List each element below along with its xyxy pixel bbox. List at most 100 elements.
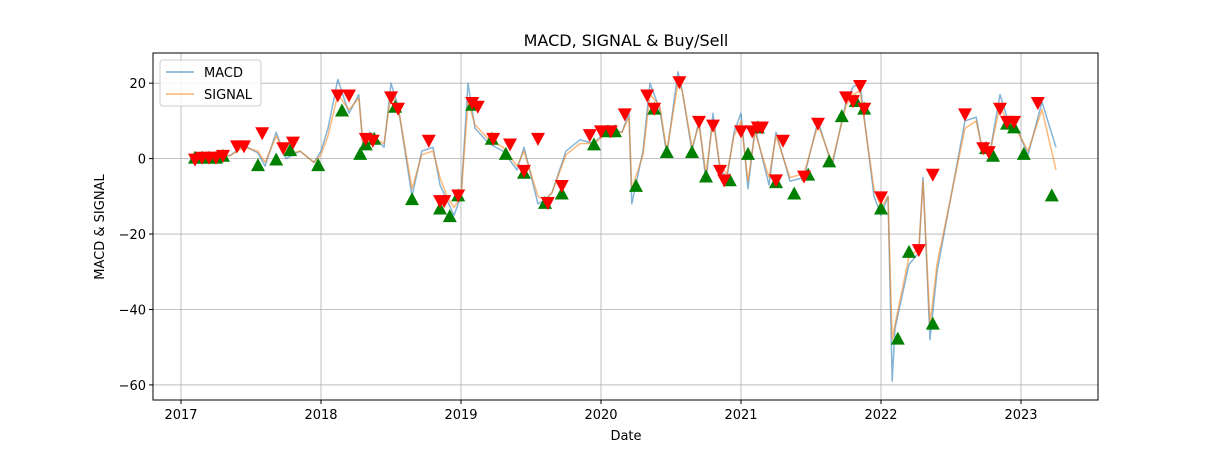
buy-marker [1044, 188, 1059, 202]
sell-marker [672, 76, 687, 90]
legend: MACD SIGNAL [159, 59, 262, 107]
sell-marker [421, 134, 436, 148]
legend-signal-label: SIGNAL [204, 88, 253, 103]
buy-marker [685, 144, 699, 158]
buy-marker [587, 137, 601, 151]
sell-marker [470, 100, 485, 114]
buy-marker [659, 144, 674, 158]
sell-marker [255, 127, 270, 141]
sell-marker [717, 174, 732, 188]
sell-marker [692, 115, 706, 129]
sell-marker [451, 189, 466, 203]
buy-marker [251, 158, 265, 172]
y-tick-label: −20 [119, 228, 146, 243]
y-tick-label: −40 [119, 303, 146, 318]
grid [153, 53, 1098, 400]
sell-marker [365, 134, 380, 148]
buy-marker [834, 109, 849, 123]
sell-marker [853, 80, 867, 94]
sell-marker [531, 132, 545, 146]
x-tick-label: 2022 [864, 408, 897, 423]
x-tick-label: 2019 [444, 408, 477, 423]
sell-marker [647, 102, 662, 116]
x-axis-label: Date [610, 429, 641, 444]
y-tick-label: 0 [138, 153, 146, 168]
sell-marker [1030, 97, 1045, 111]
sell-marker [582, 129, 597, 143]
buy-marker [699, 169, 713, 183]
x-tick-label: 2020 [584, 408, 617, 423]
sell-marker [846, 95, 860, 109]
x-tick-label: 2021 [724, 408, 757, 423]
buy-marker [1016, 146, 1031, 160]
sell-marker [330, 89, 345, 103]
buy-marker [311, 158, 326, 172]
sell-marker [911, 244, 926, 258]
series-line-signal [192, 82, 1057, 341]
legend-macd-label: MACD [204, 66, 243, 81]
y-axis-label: MACD & SIGNAL [93, 174, 108, 280]
buy-marker [498, 146, 513, 160]
y-tick-label: −60 [119, 379, 146, 394]
buy-marker [353, 146, 368, 160]
sell-marker [486, 132, 501, 146]
buy-marker [822, 154, 837, 168]
buy-marker [986, 148, 1000, 162]
buy-marker [902, 244, 916, 258]
plot-area [188, 71, 1059, 382]
sell-marker [640, 89, 655, 103]
buy-marker [283, 143, 298, 157]
x-tick-label: 2023 [1004, 408, 1037, 423]
sell-marker [216, 149, 230, 163]
sell-marker [540, 196, 555, 210]
sell-marker [976, 142, 991, 156]
sell-marker [391, 102, 405, 116]
x-tick-label: 2018 [304, 408, 337, 423]
x-axis: 2017 2018 2019 2020 2021 2022 2023 [164, 400, 1038, 423]
sell-marker [776, 134, 790, 148]
sell-marker [465, 97, 480, 111]
sell-marker [276, 142, 291, 156]
buy-marker [442, 209, 457, 223]
buy-marker [335, 103, 349, 117]
sell-marker [797, 170, 811, 184]
sell-marker [237, 140, 251, 154]
sell-marker [734, 125, 748, 139]
sell-marker [554, 180, 569, 194]
sell-marker [603, 125, 618, 139]
sell-marker [706, 119, 720, 133]
sell-marker [594, 125, 608, 139]
plot-frame [152, 52, 1099, 401]
sell-marker [925, 168, 940, 182]
sell-marker [713, 164, 727, 178]
buy-marker [269, 152, 284, 166]
sell-marker [437, 195, 452, 209]
sell-marker [981, 146, 996, 160]
chart-title: MACD, SIGNAL & Buy/Sell [524, 31, 729, 50]
sell-marker [993, 102, 1007, 116]
y-tick-label: 20 [129, 77, 146, 92]
buy-marker [741, 146, 755, 160]
sell-marker [503, 138, 517, 152]
buy-marker [629, 178, 643, 192]
sell-marker [874, 191, 888, 205]
x-tick-label: 2017 [164, 408, 197, 423]
buy-marker [890, 331, 905, 345]
sell-marker [342, 89, 356, 103]
sell-marker [1007, 115, 1021, 129]
sell-marker [857, 102, 872, 116]
buy-marker [787, 186, 802, 200]
sell-marker [811, 117, 825, 131]
sell-marker [286, 136, 300, 150]
sell-marker [839, 91, 853, 105]
sell-marker [517, 164, 531, 178]
y-axis: −60 −40 −20 0 20 [119, 77, 153, 394]
buy-marker [405, 192, 419, 206]
sell-marker [755, 121, 769, 135]
sell-marker [617, 108, 632, 122]
sell-marker [769, 174, 783, 188]
buy-marker [925, 316, 940, 330]
buy-marker [874, 201, 888, 215]
sell-marker [384, 91, 398, 105]
